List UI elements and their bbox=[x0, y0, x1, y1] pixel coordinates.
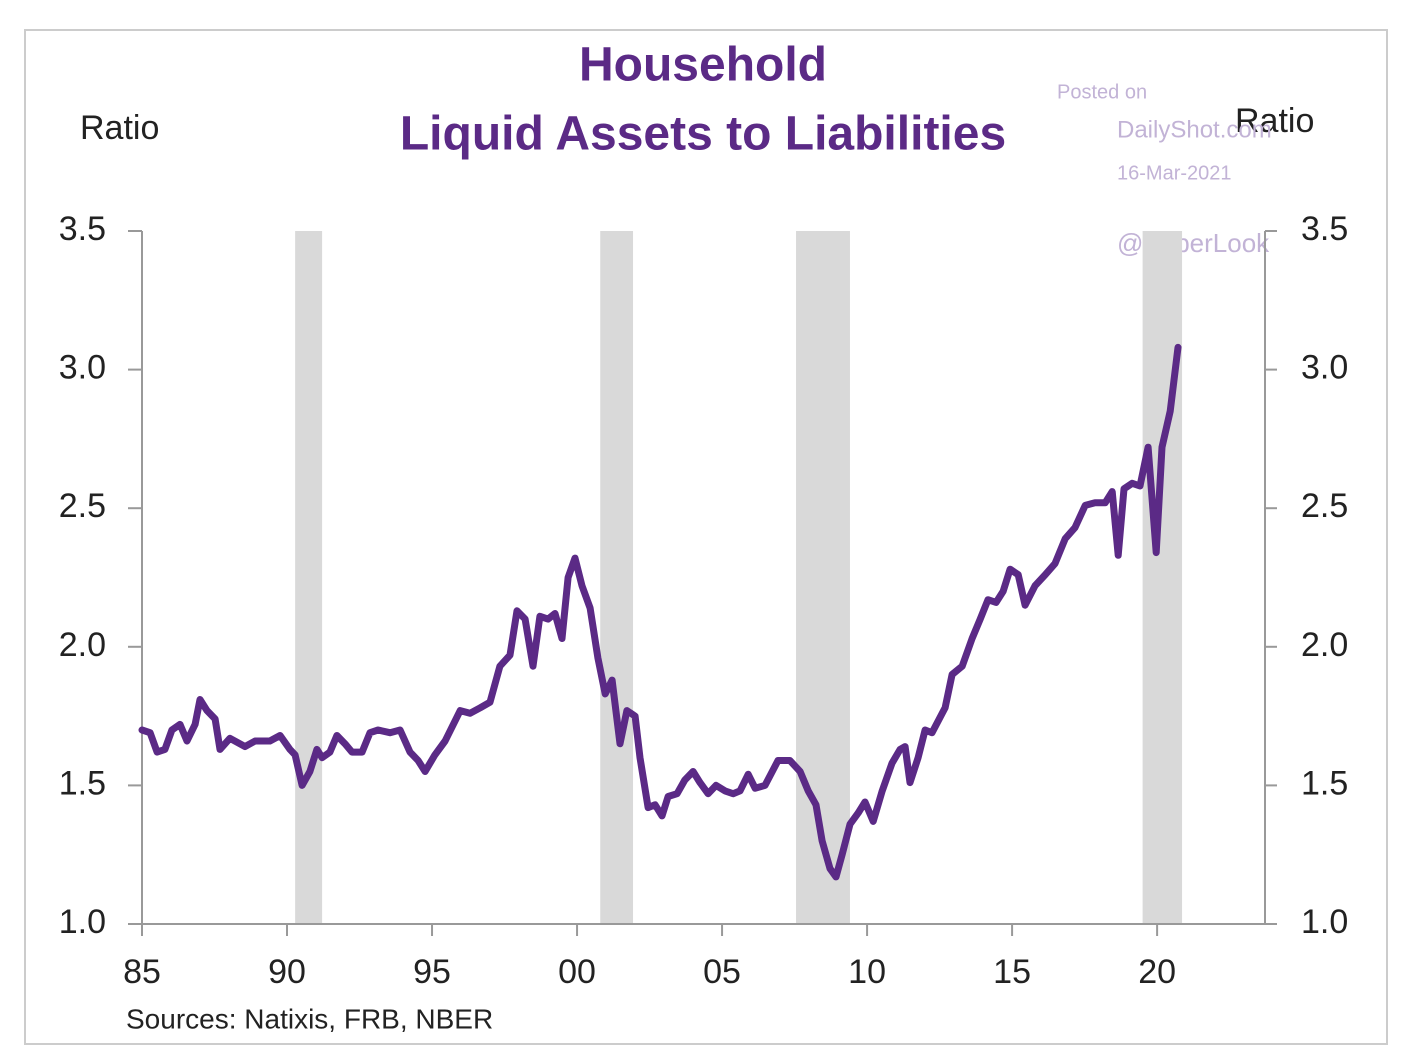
x-tick-label: 05 bbox=[703, 953, 741, 991]
x-tick-label: 00 bbox=[558, 953, 596, 991]
y-tick-label: 2.0 bbox=[59, 626, 106, 664]
y-tick-label: 3.0 bbox=[59, 349, 106, 387]
y2-tick-label: 2.0 bbox=[1301, 626, 1348, 664]
recession-band bbox=[796, 231, 850, 924]
x-tick-label: 90 bbox=[268, 953, 306, 991]
y-tick-label: 1.0 bbox=[59, 903, 106, 941]
watermark: @SoberLook bbox=[1117, 228, 1270, 258]
watermark: Posted on bbox=[1057, 81, 1147, 103]
x-tick-label: 95 bbox=[413, 953, 451, 991]
recession-band bbox=[295, 231, 323, 924]
y-tick-label: 1.5 bbox=[59, 764, 106, 802]
y2-tick-label: 3.0 bbox=[1301, 349, 1348, 387]
x-tick-label: 15 bbox=[993, 953, 1031, 991]
recession-band bbox=[600, 231, 634, 924]
watermark: 16-Mar-2021 bbox=[1117, 162, 1232, 184]
y2-axis-label: Ratio bbox=[1235, 102, 1314, 140]
x-tick-label: 10 bbox=[848, 953, 886, 991]
recession-band bbox=[1142, 231, 1183, 924]
y-axis-label: Ratio bbox=[80, 109, 159, 147]
y2-tick-label: 3.5 bbox=[1301, 210, 1348, 248]
chart-title: Household bbox=[579, 39, 827, 92]
y-tick-label: 2.5 bbox=[59, 487, 106, 525]
y-tick-label: 3.5 bbox=[59, 210, 106, 248]
chart-title: Liquid Assets to Liabilities bbox=[400, 108, 1006, 161]
x-tick-label: 85 bbox=[123, 953, 161, 991]
y2-tick-label: 2.5 bbox=[1301, 487, 1348, 525]
source-note: Sources: Natixis, FRB, NBER bbox=[126, 1003, 493, 1034]
y2-tick-label: 1.0 bbox=[1301, 903, 1348, 941]
watermark: DailyShot.com bbox=[1117, 116, 1272, 143]
x-tick-label: 20 bbox=[1138, 953, 1176, 991]
y2-tick-label: 1.5 bbox=[1301, 764, 1348, 802]
data-line bbox=[138, 343, 1182, 881]
